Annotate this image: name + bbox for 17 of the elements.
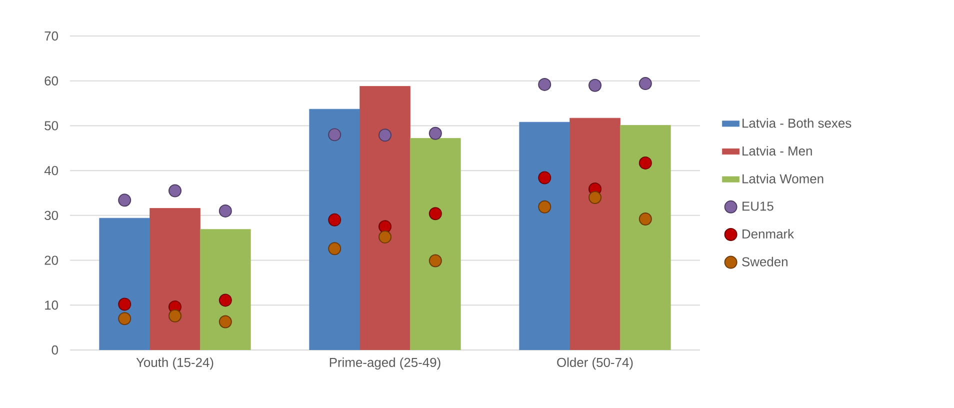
- x-tick-label: Youth (15-24): [136, 358, 214, 370]
- legend-label: Latvia - Both sexes: [742, 118, 852, 128]
- legend-label: Latvia - Men: [742, 146, 812, 156]
- legend-label: EU15: [742, 202, 774, 211]
- y-tick-label: 60: [44, 76, 58, 86]
- y-tick-label: 20: [44, 256, 58, 265]
- y-tick-label: 40: [44, 166, 58, 176]
- y-tick-label: 0: [52, 345, 58, 355]
- legend-label: Latvia Women: [742, 174, 824, 184]
- x-tick-label: Older (50-74): [557, 358, 633, 370]
- y-tick-label: 30: [44, 210, 58, 220]
- x-tick-label: Prime-aged (25-49): [330, 358, 440, 370]
- legend-label: Denmark: [742, 229, 794, 239]
- y-tick-label: 10: [45, 300, 58, 310]
- legend-label: Sweden: [742, 256, 788, 266]
- y-tick-label: 50: [44, 121, 58, 130]
- y-tick-label: 70: [44, 31, 58, 41]
